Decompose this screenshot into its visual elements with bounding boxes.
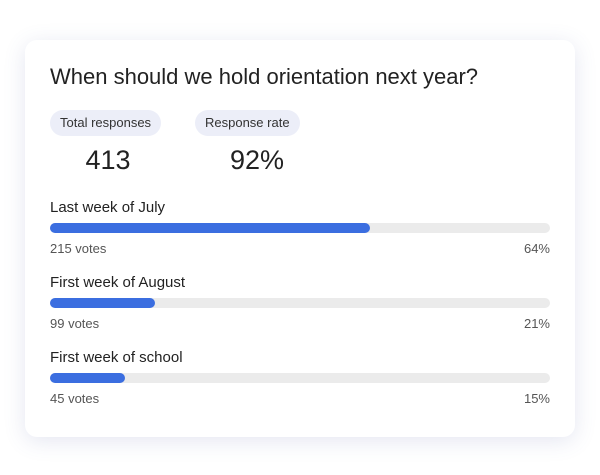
bar-track <box>50 223 550 233</box>
option-label: First week of August <box>50 274 186 291</box>
option-label: First week of school <box>50 349 183 366</box>
bar-track <box>50 298 550 308</box>
bar-track <box>50 373 550 383</box>
vote-count: 215 votes <box>50 241 107 256</box>
poll-title: When should we hold orientation next yea… <box>50 64 479 89</box>
bar <box>50 373 125 383</box>
bar <box>50 223 370 233</box>
percent-label: 64% <box>523 241 550 256</box>
stat-value: 413 <box>85 145 131 175</box>
stat-pill: Total responses <box>50 110 162 136</box>
poll-card: When should we hold orientation next yea… <box>25 40 575 437</box>
stat-value: 92% <box>229 145 285 175</box>
vote-count: 45 votes <box>50 391 100 406</box>
percent-label: 21% <box>523 316 550 331</box>
option-label: Last week of July <box>50 199 166 216</box>
bar <box>50 298 155 308</box>
percent-label: 15% <box>523 391 550 406</box>
stat-pill: Response rate <box>195 110 300 136</box>
vote-count: 99 votes <box>50 316 100 331</box>
